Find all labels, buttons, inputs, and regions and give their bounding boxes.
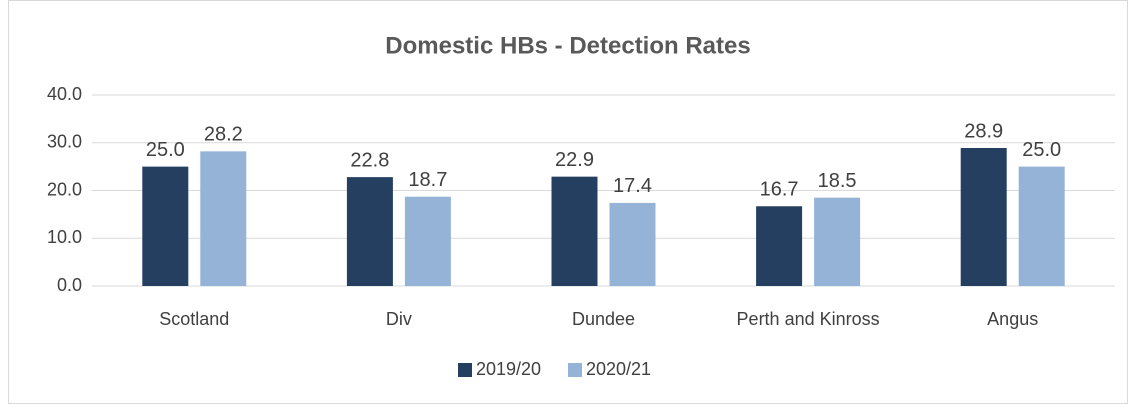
x-tick-label: Perth and Kinross [737,309,880,329]
bar [756,206,803,286]
bar [142,166,189,286]
data-label: 28.9 [964,120,1003,142]
x-tick-label: Div [386,309,412,329]
data-label: 28.2 [204,124,243,146]
legend-swatch [458,363,472,377]
data-label: 25.0 [146,139,185,161]
chart-title: Domestic HBs - Detection Rates [385,32,750,59]
data-label: 18.5 [818,170,857,192]
bar [609,202,656,286]
data-label: 22.9 [555,149,594,171]
bar [404,196,451,286]
y-tick-label: 20.0 [47,179,82,199]
data-label: 16.7 [760,179,799,201]
y-tick-label: 40.0 [47,84,82,104]
data-label: 25.0 [1022,139,1061,161]
data-label: 17.4 [613,175,652,197]
y-tick-label: 10.0 [47,227,82,247]
bar [1018,166,1065,286]
x-tick-label: Dundee [572,309,635,329]
bar [960,148,1007,286]
bar [346,177,393,286]
data-label: 18.7 [408,169,447,191]
y-tick-label: 30.0 [47,132,82,152]
bar [200,151,247,286]
legend-swatch [568,363,582,377]
legend-label: 2019/20 [476,359,541,379]
data-label: 22.8 [350,149,389,171]
y-tick-label: 0.0 [57,275,82,295]
bar [814,197,861,286]
x-tick-label: Angus [987,309,1038,329]
legend-label: 2020/21 [586,359,651,379]
x-tick-label: Scotland [159,309,229,329]
bar [551,176,598,286]
